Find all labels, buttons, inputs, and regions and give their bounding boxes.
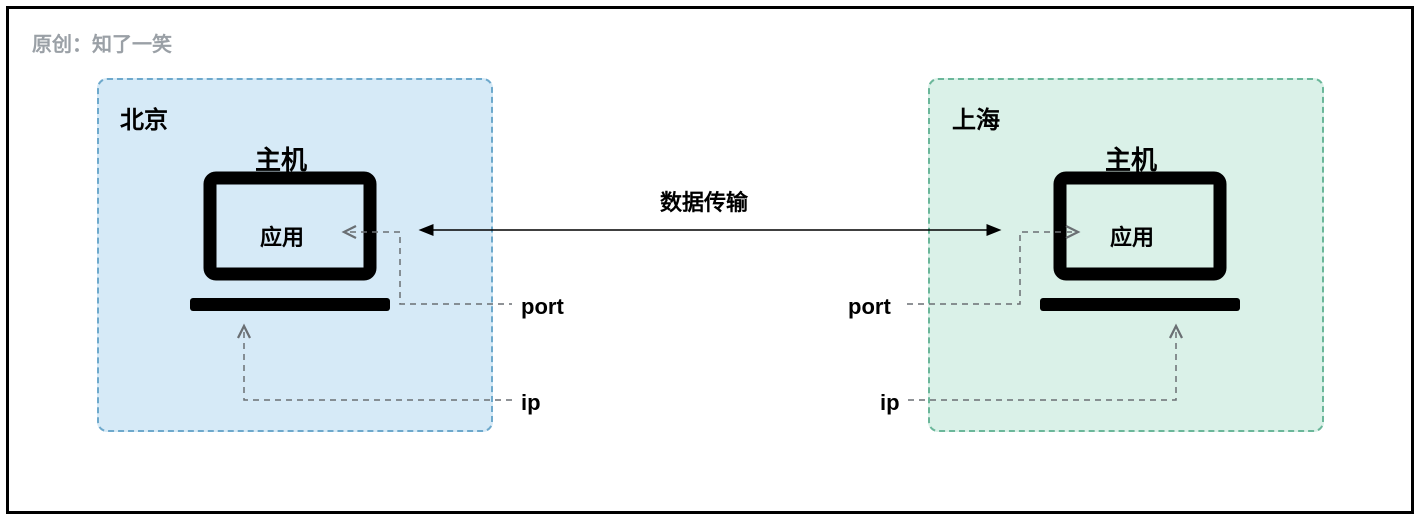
label-port_right: port bbox=[848, 294, 891, 320]
app-label-left: 应用 bbox=[260, 220, 304, 252]
region-title-right: 上海 bbox=[952, 100, 1000, 135]
credit-text: 原创：知了一笑 bbox=[32, 28, 172, 57]
transfer-label: 数据传输 bbox=[660, 185, 748, 217]
diagram-canvas: 原创：知了一笑北京主机应用 上海主机应用 port ip port ip 数据传输 bbox=[0, 0, 1420, 520]
label-ip_left: ip bbox=[521, 390, 541, 416]
label-ip_right: ip bbox=[880, 390, 900, 416]
label-port_left: port bbox=[521, 294, 564, 320]
host-label-right: 主机 bbox=[1105, 140, 1157, 177]
app-label-right: 应用 bbox=[1110, 220, 1154, 252]
region-title-left: 北京 bbox=[120, 100, 168, 135]
host-label-left: 主机 bbox=[255, 140, 307, 177]
